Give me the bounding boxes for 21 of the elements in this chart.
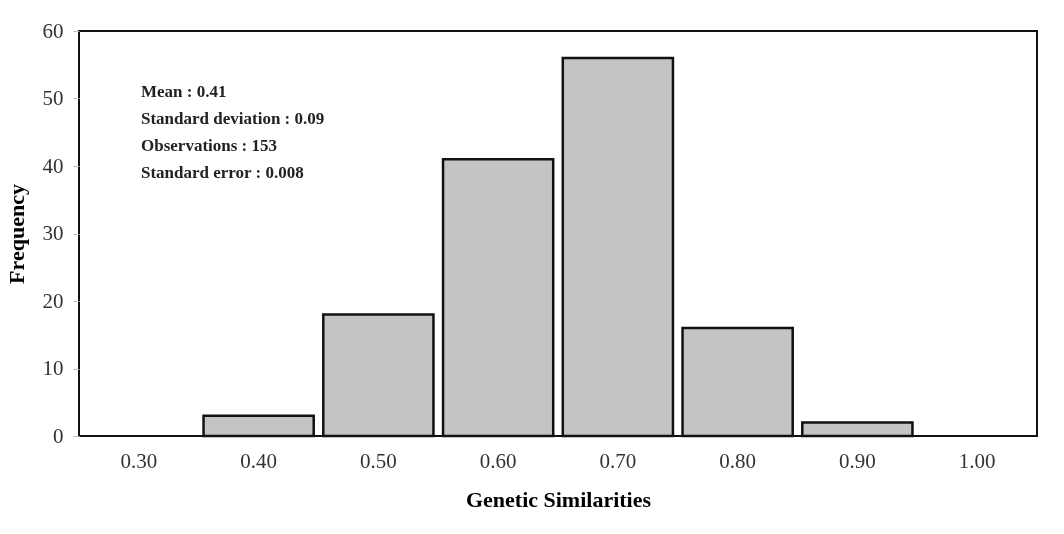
- y-axis-title: Frequency: [3, 184, 29, 284]
- x-tick-label: 0.80: [719, 448, 756, 473]
- annotation: Standard deviation : 0.09: [141, 109, 325, 129]
- annotation: Standard error : 0.008: [141, 163, 304, 183]
- y-tick-label: 40: [42, 153, 64, 178]
- x-tick-label: 0.50: [360, 448, 397, 473]
- x-tick-label: 0.30: [120, 448, 158, 473]
- x-tick-label: 0.90: [839, 448, 876, 473]
- y-tick-label: 60: [42, 18, 64, 43]
- y-tick-label: 0: [53, 423, 64, 448]
- x-axis-title: Genetic Similarities: [465, 486, 652, 512]
- x-tick-label: 1.00: [958, 448, 996, 473]
- annotation: Observations : 153: [141, 136, 277, 156]
- x-tick-label: 0.70: [599, 448, 637, 473]
- x-tick-label: 0.40: [240, 448, 277, 473]
- y-tick-label: 10: [42, 356, 64, 380]
- y-tick-label: 20: [42, 288, 64, 313]
- annotation: Mean : 0.41: [141, 82, 227, 102]
- x-tick-label: 0.60: [479, 448, 517, 473]
- y-tick-label: 30: [42, 221, 64, 245]
- y-tick-label: 50: [42, 86, 64, 110]
